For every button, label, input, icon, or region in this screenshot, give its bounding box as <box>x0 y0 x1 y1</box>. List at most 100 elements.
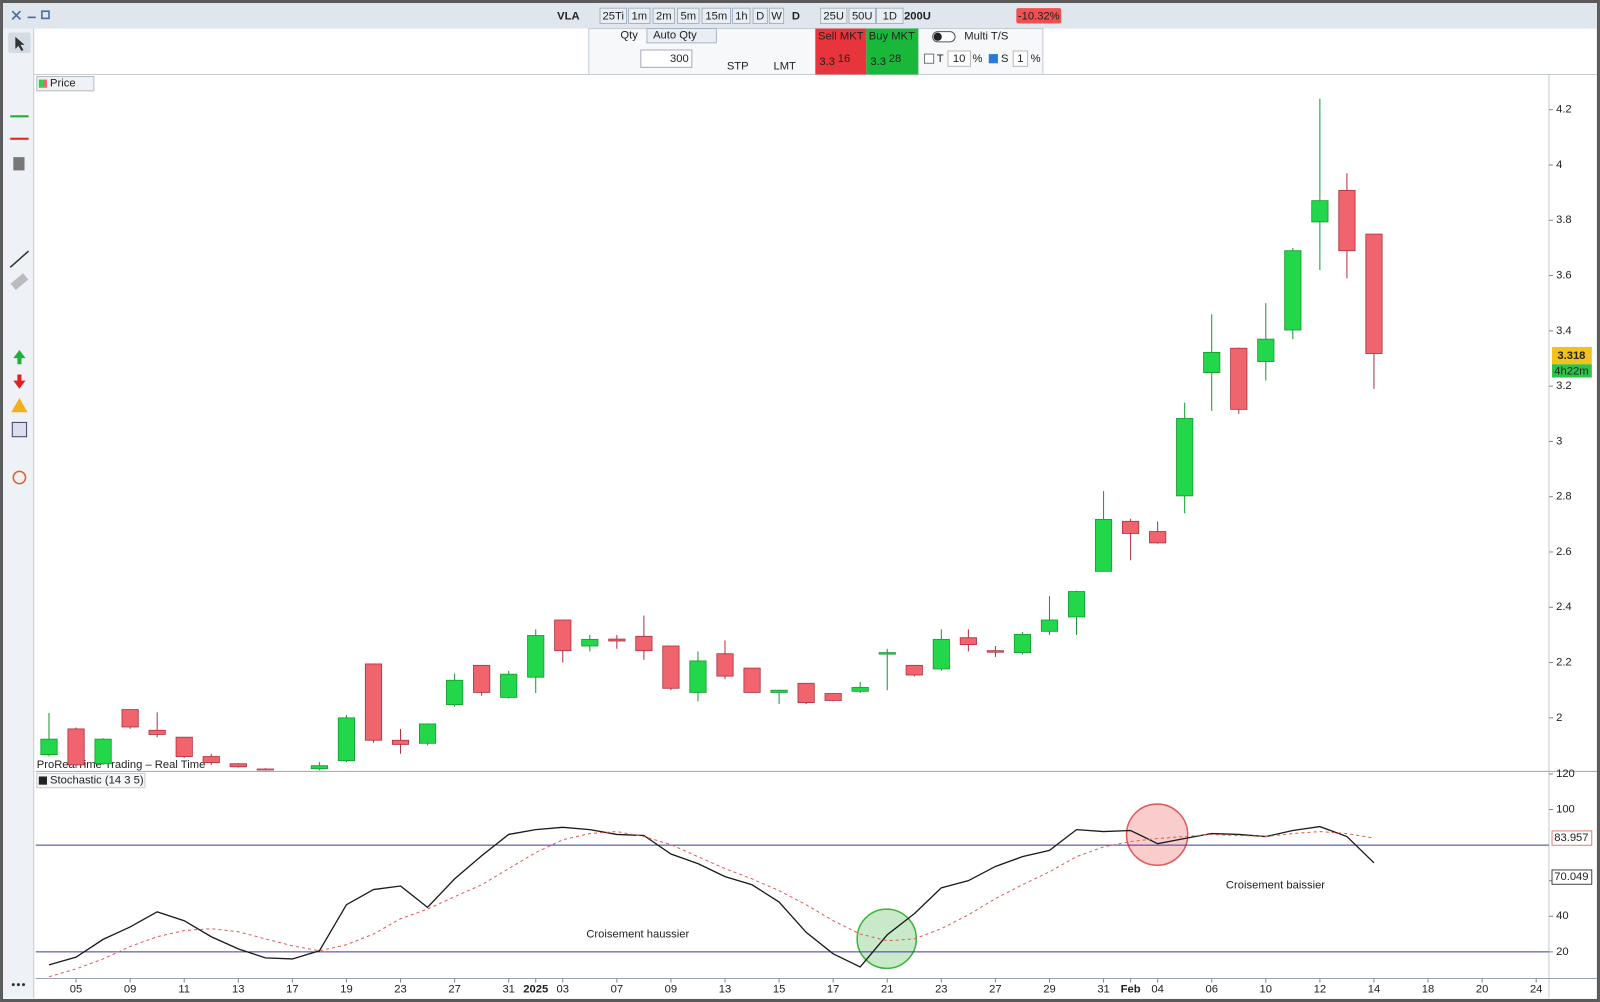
last-value-label: 83.957 <box>1554 832 1588 844</box>
y-tick-label: 3.8 <box>1556 214 1572 226</box>
timeframe-button[interactable] <box>752 7 768 24</box>
unit-button[interactable] <box>876 7 904 24</box>
candle-body <box>1284 250 1302 331</box>
candle-body <box>1338 190 1356 252</box>
unit-button[interactable] <box>848 7 876 24</box>
candle-body <box>905 664 923 676</box>
countdown-tag <box>1552 364 1592 378</box>
legend-swatch-up <box>38 79 43 88</box>
timeframe-label: D <box>756 10 764 22</box>
timeframe-label: 15m <box>705 10 727 22</box>
timeframe-button[interactable] <box>768 7 785 24</box>
series-line <box>48 825 1375 968</box>
timeframe-label: 5m <box>680 10 696 22</box>
timeframe-button[interactable] <box>652 7 675 24</box>
candle-body <box>581 638 599 647</box>
x-tick-label: 17 <box>286 984 298 996</box>
s-check[interactable] <box>988 54 998 64</box>
sell-prefix: 3.3 <box>819 56 835 68</box>
legend-box <box>36 76 95 92</box>
y-tick-label: 4.2 <box>1556 104 1572 116</box>
indicator-title: Stochastic (14 3 5) <box>50 775 144 787</box>
candle-body <box>391 739 410 745</box>
candle-body <box>1365 233 1383 354</box>
stp: STP <box>727 60 749 72</box>
s-input[interactable] <box>1012 50 1029 67</box>
candle-body <box>1311 200 1329 223</box>
candle-body <box>175 736 193 757</box>
bars: 200U <box>904 10 931 22</box>
symbol: VLA <box>557 10 579 22</box>
series-line <box>48 831 1375 978</box>
candle-body <box>932 638 950 670</box>
indicator-label-box <box>36 772 146 789</box>
candle-body <box>986 650 1004 653</box>
timeframe-label: 2m <box>656 10 672 22</box>
candle-body <box>310 765 328 770</box>
x-tick-label: 20 <box>1476 984 1488 996</box>
candle-body <box>1094 518 1113 572</box>
auto-qty: Auto Qty <box>653 30 697 42</box>
candle-body <box>689 660 707 693</box>
timeframe-button[interactable] <box>732 7 751 24</box>
last-value-tag <box>1551 830 1593 846</box>
x-tick-label: 31 <box>1097 984 1109 996</box>
candle-body <box>1149 531 1167 544</box>
candle-body <box>608 638 626 642</box>
timeframe-button[interactable] <box>677 7 700 24</box>
s-label: S <box>1001 53 1008 65</box>
candle-body <box>716 653 734 677</box>
y-tick-label: 3.2 <box>1556 380 1572 392</box>
timeframe-button[interactable] <box>599 7 627 24</box>
x-tick-label: 05 <box>70 984 82 996</box>
candle-body <box>635 635 653 652</box>
buy-digits: 28 <box>889 53 901 65</box>
x-tick-label: 12 <box>1314 984 1326 996</box>
last-price: 3.318 <box>1557 350 1585 362</box>
candle-body <box>554 619 572 652</box>
candle-body <box>851 687 869 692</box>
candle-body <box>1203 352 1221 373</box>
candle-body <box>337 717 356 762</box>
countdown: 4h22m <box>1554 365 1588 377</box>
tool-icons[interactable] <box>8 32 31 987</box>
candle-body <box>527 635 545 678</box>
sell-button[interactable] <box>815 28 867 75</box>
candle-body <box>743 667 761 693</box>
toggle-knob <box>933 32 942 41</box>
candle-body <box>364 663 383 741</box>
window-controls[interactable] <box>11 10 50 20</box>
last-value-tag <box>1551 869 1593 885</box>
candle-body <box>1230 347 1248 410</box>
x-tick-label: 06 <box>1205 984 1217 996</box>
unit-button[interactable] <box>819 7 848 24</box>
candle-body <box>1176 418 1194 497</box>
candles <box>40 98 1383 771</box>
x-tick-label: 09 <box>665 984 677 996</box>
window <box>3 3 1597 999</box>
candle-body <box>148 729 166 735</box>
sell-digits: 16 <box>838 53 850 65</box>
timeframe-label: 25Ti <box>603 10 624 22</box>
y-tick-label: 100 <box>1556 803 1575 815</box>
timeframe-button[interactable] <box>628 7 651 24</box>
auto-qty-button[interactable] <box>646 28 717 44</box>
candle-body <box>770 689 788 693</box>
x-tick-label: 24 <box>1530 984 1542 996</box>
timeframe-button[interactable] <box>701 7 732 24</box>
lmt: LMT <box>773 60 796 72</box>
t-input[interactable] <box>947 50 971 67</box>
unit-label: 1D <box>883 10 897 22</box>
x-tick-label: 19 <box>340 984 352 996</box>
buy-prefix: 3.3 <box>870 56 886 68</box>
candle-body <box>473 664 491 693</box>
t-pct: % <box>972 53 982 65</box>
t-check[interactable] <box>923 53 935 64</box>
qty-input[interactable] <box>640 49 693 68</box>
qty-label: Qty <box>620 30 638 42</box>
cross-circle-bear <box>1125 803 1189 867</box>
t-label: T <box>937 53 944 65</box>
buy-button[interactable] <box>866 28 919 75</box>
y-tick-label: 2 <box>1556 712 1562 724</box>
y-tick-label: 3.6 <box>1556 270 1572 282</box>
